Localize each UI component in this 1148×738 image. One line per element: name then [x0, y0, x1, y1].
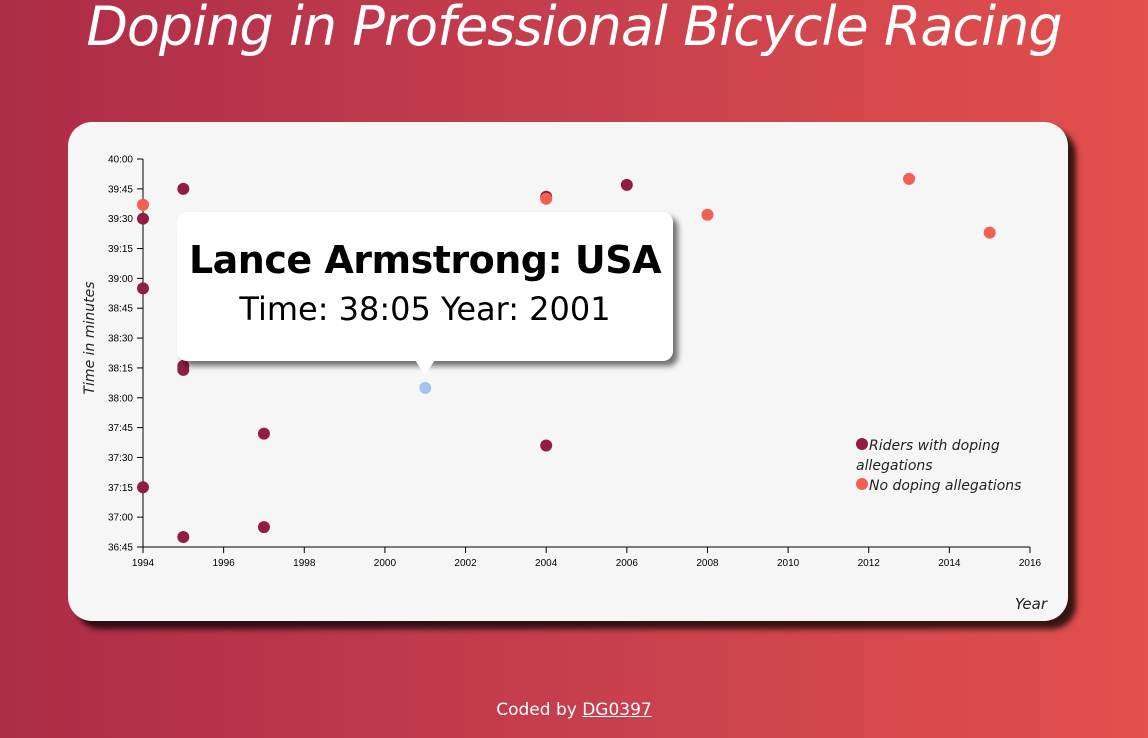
x-tick-label: 1998: [293, 558, 316, 569]
data-point[interactable]: [903, 172, 916, 185]
tooltip-time-year: Time: 38:05 Year: 2001: [239, 290, 611, 328]
data-point[interactable]: [137, 481, 149, 494]
y-tick-label: 39:45: [108, 184, 133, 195]
y-tick-label: 38:00: [108, 393, 133, 404]
y-tick-label: 37:15: [108, 483, 133, 494]
x-tick-label: 1996: [213, 558, 236, 569]
legend-marker-no-doping: [856, 478, 868, 490]
data-point[interactable]: [701, 208, 714, 221]
legend-label-no-doping: No doping allegations: [869, 478, 1021, 494]
data-point[interactable]: [983, 226, 996, 239]
x-axis: 1994 1996 1998 2000 2002 2004 2006 2008 2010 2012…: [132, 546, 1042, 569]
y-tick-label: 37:30: [108, 453, 133, 464]
y-tick-label: 39:30: [108, 214, 133, 225]
data-point[interactable]: [540, 439, 553, 452]
data-tooltip: Lance Armstrong: USA Time: 38:05 Year: 2…: [177, 212, 673, 375]
x-tick-label: 1994: [132, 558, 155, 569]
data-point[interactable]: [540, 192, 553, 205]
y-tick-label: 39:00: [108, 274, 133, 285]
page-title: Doping in Professional Bicycle Racing: [86, 0, 1062, 58]
x-tick-label: 2012: [858, 558, 881, 569]
x-tick-label: 2002: [454, 558, 477, 569]
data-points: [137, 172, 996, 544]
y-tick-label: 38:15: [108, 363, 133, 374]
footer: Coded by DG0397: [0, 700, 1148, 720]
data-point[interactable]: [257, 521, 270, 534]
x-tick-label: 2006: [616, 558, 639, 569]
legend-label-doping-line2: allegations: [856, 458, 933, 474]
y-tick-label: 37:00: [108, 513, 133, 524]
tooltip-rider-name: Lance Armstrong: USA: [188, 238, 662, 282]
x-tick-label: 2000: [374, 558, 397, 569]
x-tick-label: 2014: [938, 558, 961, 569]
y-tick-label: 36:45: [108, 543, 133, 554]
legend-marker-doping: [856, 438, 868, 450]
x-tick-label: 2016: [1019, 558, 1042, 569]
x-tick-label: 2004: [535, 558, 558, 569]
y-tick-label: 37:45: [108, 423, 133, 434]
data-point[interactable]: [177, 531, 190, 544]
y-tick-label: 40:00: [108, 155, 133, 166]
footer-credit: Coded by: [496, 700, 577, 720]
legend-label-doping-line1: Riders with doping: [869, 438, 1000, 454]
y-tick-label: 38:30: [108, 334, 133, 345]
x-axis-title: Year: [1015, 595, 1048, 613]
x-tick-label: 2010: [777, 558, 800, 569]
author-link[interactable]: DG0397: [582, 700, 652, 720]
y-axis: 40:00 39:45 39:30 39:15 39:00 38:45 38:30 38:15…: [108, 155, 144, 554]
data-point[interactable]: [137, 198, 149, 211]
data-point[interactable]: [257, 427, 270, 440]
data-point[interactable]: [177, 182, 190, 195]
y-tick-label: 39:15: [108, 244, 133, 255]
y-axis-title: Time in minutes: [82, 281, 98, 394]
chart-card: 40:00 39:45 39:30 39:15 39:00 38:45 38:30 38:15…: [68, 122, 1068, 621]
y-tick-label: 38:45: [108, 304, 133, 315]
x-tick-label: 2008: [696, 558, 719, 569]
data-point[interactable]: [177, 363, 190, 376]
legend: Riders with doping allegations No doping…: [856, 438, 1021, 494]
data-point[interactable]: [137, 212, 149, 225]
data-point[interactable]: [620, 178, 633, 191]
scatter-plot: 40:00 39:45 39:30 39:15 39:00 38:45 38:30 38:15…: [82, 155, 1048, 614]
data-point-highlighted[interactable]: [419, 381, 432, 394]
data-point[interactable]: [137, 282, 149, 295]
